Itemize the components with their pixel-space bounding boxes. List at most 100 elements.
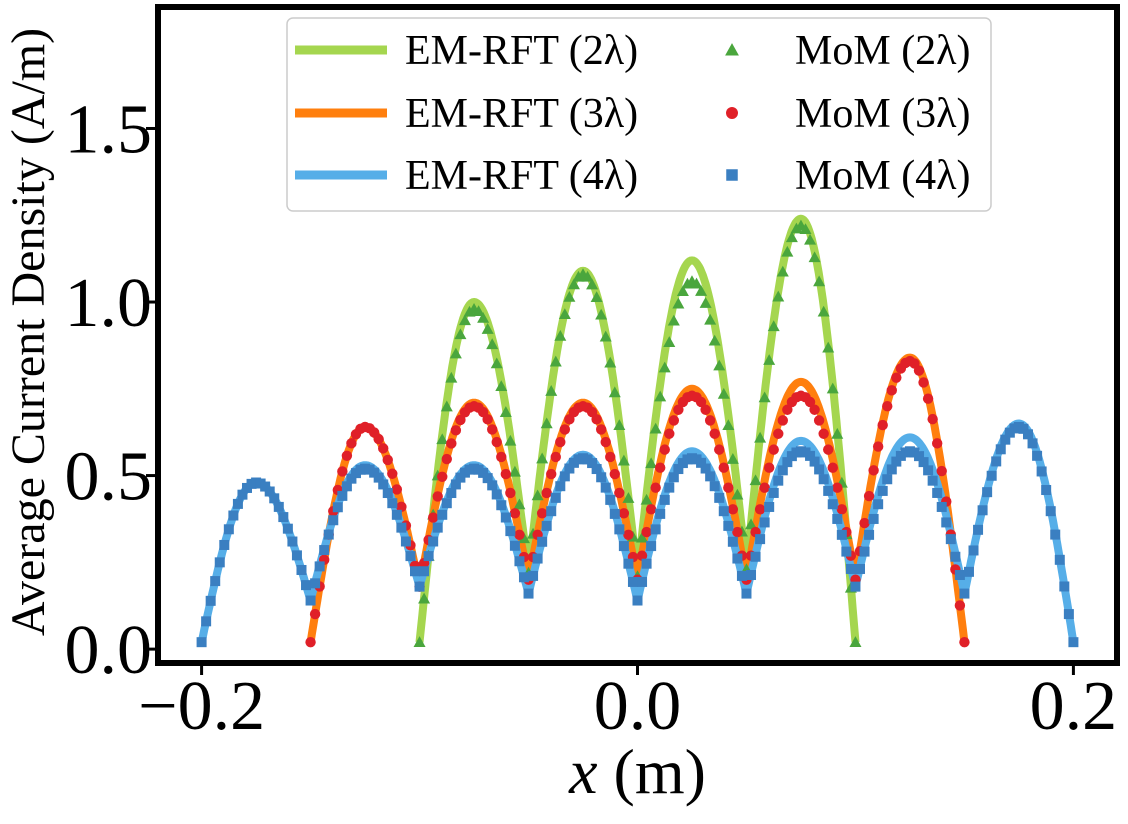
- data-point: [936, 465, 947, 477]
- data-point: [776, 265, 789, 277]
- data-point: [591, 414, 602, 425]
- data-point: [882, 401, 893, 412]
- data-point: [664, 482, 675, 493]
- data-point: [764, 501, 775, 512]
- data-point: [872, 441, 884, 452]
- data-point: [922, 393, 934, 404]
- data-point: [472, 305, 485, 317]
- data-point: [627, 576, 638, 587]
- data-point: [727, 504, 739, 515]
- data-point: [672, 297, 685, 309]
- data-point: [559, 424, 571, 435]
- data-point: [886, 385, 897, 396]
- data-point: [813, 275, 826, 287]
- data-point: [623, 529, 634, 540]
- data-point: [1063, 609, 1074, 620]
- data-point: [704, 415, 716, 426]
- data-point: [400, 536, 411, 547]
- data-point: [758, 391, 771, 403]
- data-point: [558, 308, 571, 320]
- data-point: [731, 488, 744, 500]
- data-point: [954, 570, 965, 581]
- data-point: [1045, 506, 1056, 517]
- data-point: [782, 404, 793, 415]
- data-point: [632, 595, 643, 606]
- data-point: [673, 404, 684, 415]
- data-point: [659, 494, 670, 505]
- data-point: [636, 550, 648, 561]
- data-point: [781, 245, 794, 257]
- data-point: [945, 534, 956, 545]
- data-point: [514, 529, 525, 540]
- data-point: [859, 517, 870, 529]
- data-point: [618, 508, 630, 519]
- data-point: [559, 471, 570, 482]
- data-point: [718, 506, 729, 517]
- data-point: [214, 557, 225, 568]
- series-layer: [196, 214, 1079, 648]
- data-point: [690, 277, 703, 289]
- data-point: [941, 517, 952, 528]
- data-point: [759, 517, 770, 528]
- data-point: [754, 431, 767, 443]
- data-point: [914, 451, 925, 462]
- data-point: [486, 424, 498, 435]
- data-point: [799, 223, 812, 235]
- data-point: [608, 386, 621, 398]
- data-point: [714, 492, 725, 503]
- data-point: [382, 454, 393, 466]
- data-point: [886, 464, 897, 475]
- data-point: [968, 545, 979, 556]
- data-point: [826, 382, 839, 394]
- data-point: [319, 545, 330, 556]
- data-point: [590, 291, 603, 303]
- data-point: [478, 467, 489, 478]
- data-point: [713, 359, 726, 371]
- data-point: [495, 380, 508, 392]
- data-point: [504, 434, 517, 446]
- data-point: [586, 278, 599, 290]
- data-point: [373, 472, 384, 483]
- data-point: [732, 526, 743, 538]
- data-point: [550, 492, 561, 503]
- data-point: [581, 270, 594, 282]
- data-point: [1068, 637, 1079, 648]
- data-point: [749, 474, 762, 486]
- data-point: [818, 474, 829, 485]
- data-point: [505, 526, 516, 537]
- data-point: [540, 417, 553, 429]
- data-point: [528, 570, 539, 581]
- data-point: [859, 546, 870, 557]
- data-point: [822, 341, 835, 353]
- data-point: [877, 419, 888, 431]
- y-axis-label: Average Current Density (A/m): [2, 28, 55, 636]
- data-point: [1050, 529, 1061, 540]
- data-point: [676, 285, 689, 297]
- legend-label: MoM (2λ): [795, 28, 971, 74]
- y-tick-label: 0.0: [65, 612, 153, 689]
- data-point: [718, 462, 729, 473]
- data-point: [441, 498, 452, 509]
- data-point: [649, 422, 662, 434]
- data-point: [841, 546, 852, 557]
- data-point: [1023, 429, 1034, 440]
- data-point: [517, 532, 530, 544]
- data-point: [977, 505, 988, 516]
- data-point: [650, 524, 661, 535]
- data-point: [927, 413, 938, 425]
- data-point: [499, 406, 512, 417]
- data-point: [563, 290, 576, 302]
- data-point: [269, 493, 280, 504]
- data-point: [868, 465, 879, 476]
- data-point: [341, 481, 352, 492]
- data-point: [668, 472, 679, 483]
- data-point: [1027, 438, 1038, 449]
- data-point: [482, 473, 493, 484]
- data-point: [428, 536, 439, 547]
- data-point: [936, 501, 947, 512]
- data-point: [655, 462, 666, 473]
- data-point: [595, 308, 608, 320]
- data-point: [650, 482, 661, 493]
- data-point: [564, 463, 575, 474]
- data-point: [641, 526, 652, 538]
